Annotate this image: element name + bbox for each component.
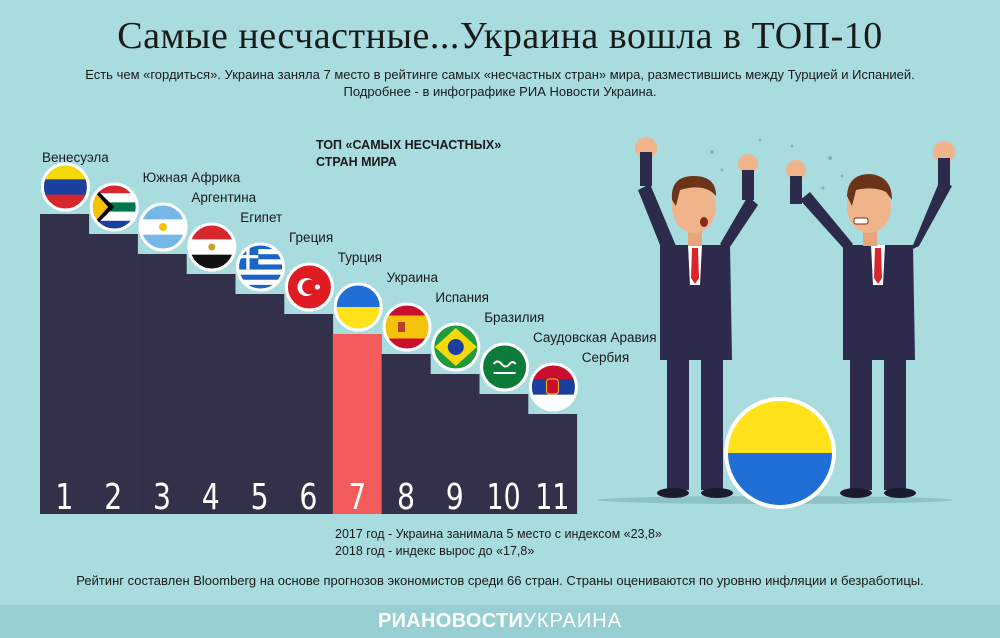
bar-group: 1 Венесуэла [40, 150, 109, 518]
bar [332, 334, 382, 514]
serbia-flag-icon [528, 362, 578, 412]
argentina-flag-icon [138, 202, 188, 252]
country-label: Бразилия [484, 310, 544, 325]
rank-label: 1 [55, 477, 73, 518]
country-label: Аргентина [191, 190, 256, 205]
bar-group: 7 Украина [332, 270, 439, 518]
note-line-2017: 2017 год - Украина занимала 5 место с ин… [335, 527, 662, 541]
subtitle-line-2: Подробнее - в инфографике РИА Новости Ук… [343, 84, 657, 99]
bar [430, 374, 480, 514]
page-title: Самые несчастные...Украина вошла в ТОП-1… [117, 15, 883, 57]
bar-group: 8 Испания [381, 290, 489, 518]
bar [40, 214, 90, 514]
rank-label: 8 [397, 477, 415, 518]
chart-heading-line-2: СТРАН МИРА [316, 155, 397, 169]
bar [479, 394, 529, 514]
bar [186, 274, 236, 514]
bar [284, 314, 334, 514]
anger-sparks [703, 138, 844, 190]
south-africa-flag-icon [89, 182, 139, 232]
bar [381, 354, 431, 514]
bar-group: 2 Южная Африка [88, 170, 241, 518]
brand-bar [0, 605, 1000, 638]
ukraine-flag-icon [333, 282, 383, 332]
bar [137, 254, 187, 514]
bar [235, 294, 285, 514]
greece-flag-icon [236, 242, 286, 292]
rank-label: 6 [299, 477, 317, 518]
venezuela-flag-icon [40, 162, 90, 212]
rank-label: 7 [348, 477, 366, 518]
subtitle-line-1: Есть чем «гордиться». Украина заняла 7 м… [85, 67, 915, 82]
country-label: Греция [289, 230, 333, 245]
rank-label: 9 [446, 477, 464, 518]
brazil-flag-icon [431, 322, 481, 372]
chart-heading-line-1: ТОП «САМЫХ НЕСЧАСТНЫХ» [316, 138, 502, 152]
bar-group: 11 Сербия [528, 350, 629, 518]
bar-group: 4 Египет [186, 210, 282, 518]
bar-group: 9 Бразилия [430, 310, 544, 518]
bar-group: 5 Греция [235, 230, 333, 518]
bar [528, 414, 578, 514]
country-label: Турция [338, 250, 382, 265]
right-man-figure [786, 141, 955, 498]
country-label: Испания [435, 290, 489, 305]
rank-label: 2 [104, 477, 122, 518]
left-man-figure [635, 137, 758, 498]
bar-group: 6 Турция [284, 250, 382, 518]
rank-label: 4 [202, 477, 220, 518]
rank-label: 10 [487, 477, 521, 518]
rank-label: 5 [251, 477, 269, 518]
egypt-flag-icon [187, 222, 237, 272]
country-label: Венесуэла [42, 150, 109, 165]
country-label: Саудовская Аравия [533, 330, 657, 345]
saudi-arabia-flag-icon [480, 342, 530, 392]
subtitle: Есть чем «гордиться». Украина заняла 7 м… [40, 66, 960, 100]
ukraine-ball [724, 397, 836, 509]
country-label: Сербия [582, 350, 629, 365]
ukraine-history-note: 2017 год - Украина занимала 5 место с ин… [335, 526, 662, 560]
brand-logo-part-1: РИАНОВОСТИ [377, 610, 524, 632]
brand-logo: РИАНОВОСТИУКРАИНА [0, 610, 1000, 633]
men-illustration [597, 137, 955, 509]
rank-label: 11 [535, 477, 569, 518]
methodology-note: Рейтинг составлен Bloomberg на основе пр… [76, 573, 924, 588]
country-label: Украина [387, 270, 439, 285]
bar-group: 3 Аргентина [137, 190, 257, 518]
country-label: Южная Африка [143, 170, 241, 185]
note-line-2018: 2018 год - индекс вырос до «17,8» [335, 544, 535, 558]
brand-logo-part-2: УКРАИНА [523, 610, 623, 632]
spain-flag-icon [382, 302, 432, 352]
bar [88, 234, 138, 514]
turkey-flag-icon [284, 262, 334, 312]
country-label: Египет [240, 210, 282, 225]
rank-label: 3 [153, 477, 171, 518]
chart-heading: ТОП «САМЫХ НЕСЧАСТНЫХ» СТРАН МИРА [316, 137, 501, 171]
bar-group: 10 Саудовская Аравия [479, 330, 657, 518]
